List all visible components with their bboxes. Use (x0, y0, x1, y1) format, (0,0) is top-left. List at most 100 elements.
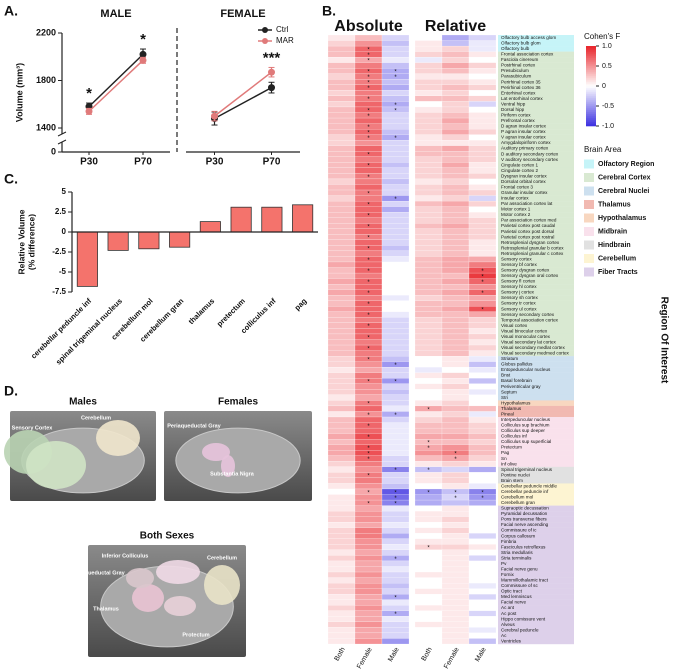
row-label: Cerebellar peduncle middle (501, 483, 557, 488)
heatmap-cell (468, 361, 497, 368)
row-label: V auditory secondary cortex (501, 157, 559, 162)
row-label: Ac ant (501, 605, 515, 610)
heatmap-cell (327, 461, 356, 467)
heatmap-cell (468, 450, 497, 456)
heatmap-cell (327, 544, 356, 550)
heatmap-cell (468, 112, 497, 119)
heatmap-cell (381, 40, 410, 47)
heatmap-cell (441, 68, 470, 74)
area-band (498, 533, 574, 540)
heatmap-cell (414, 356, 443, 362)
heatmap-cell (381, 538, 410, 545)
heatmap-cell (327, 200, 356, 207)
heatmap-cell (441, 411, 470, 418)
heatmap-cell (354, 594, 383, 600)
heatmap-cell (441, 378, 470, 384)
heatmap-cell (441, 328, 470, 335)
heatmap-cell (327, 289, 356, 296)
heatmap-cell (414, 400, 443, 407)
heatmap-cell (381, 427, 410, 434)
colorbar-tick-label: 0 (602, 83, 606, 90)
significance-label: * (86, 85, 92, 102)
heatmap-cell (468, 173, 497, 180)
row-label: Presubiculum (501, 68, 529, 73)
x-tick-label: pretectum (215, 296, 247, 328)
area-band (498, 378, 574, 384)
heatmap-cell (441, 79, 470, 85)
area-band (498, 350, 574, 357)
panel-label: A. (4, 3, 18, 19)
row-label: Colliculus inf (501, 434, 528, 439)
heatmap-cell (381, 295, 410, 301)
heatmap-cell (414, 45, 443, 52)
significance-mark: * (367, 313, 370, 319)
colorbar-step (586, 66, 596, 69)
area-band (498, 46, 574, 52)
y-tick-label: 2.5 (55, 207, 67, 216)
y-axis-label: Volume (mm³) (14, 63, 24, 122)
heatmap-cell (414, 200, 443, 207)
heatmap-cell (354, 367, 383, 373)
x-tick-label: P30 (206, 157, 224, 168)
heatmap-cell (327, 455, 356, 462)
heatmap-cell (468, 455, 497, 462)
heatmap-cell (327, 488, 356, 495)
heatmap-cell (327, 350, 356, 357)
heatmap-cell (468, 372, 497, 379)
heatmap-cell (327, 367, 356, 373)
y-tick-label: 1400 (36, 122, 56, 132)
row-label: Cerebellum mol (501, 495, 533, 500)
heatmap-cell (468, 483, 497, 490)
heatmap-cell (468, 356, 497, 362)
heatmap-cell (441, 533, 470, 539)
heatmap-cell (327, 610, 356, 617)
area-band (498, 267, 574, 274)
heatmap-cell (327, 145, 356, 152)
heatmap-cell (468, 317, 497, 323)
heatmap-cell (414, 189, 443, 196)
bar (107, 231, 129, 251)
row-label: Perirhinal cortex 36 (501, 85, 541, 90)
row-label: Corpus callosum (501, 533, 535, 538)
colorbar-step (586, 106, 596, 109)
heatmap-cell (327, 106, 356, 113)
heatmap-cell (354, 483, 383, 490)
heatmap-cell (414, 582, 443, 589)
column-label: Male (474, 646, 488, 663)
area-band (498, 145, 574, 152)
legend-swatch (584, 200, 594, 209)
region-label: Cerebellum (81, 415, 111, 421)
heatmap-cell (414, 328, 443, 335)
area-band (498, 621, 574, 628)
row-label: Hypothalamus (501, 400, 531, 405)
heatmap-cell (327, 234, 356, 240)
area-band (498, 605, 574, 611)
heatmap-cell (441, 610, 470, 617)
heatmap-cell (327, 300, 356, 307)
row-label: Motor cortex 2 (501, 212, 531, 217)
area-band (498, 522, 574, 528)
significance-mark: * (367, 335, 370, 341)
row-label: Visual secondary medmed cortex (501, 351, 570, 356)
heatmap-cell (381, 95, 410, 102)
heatmap-cell (468, 477, 497, 484)
row-label: Sensory bf cortex (501, 262, 537, 267)
legend-label: MAR (276, 36, 294, 45)
heatmap-cell (414, 416, 443, 423)
brain-region (132, 584, 164, 612)
heatmap-cell (414, 95, 443, 102)
heatmap-cell (381, 549, 410, 556)
heatmap-cell (468, 234, 497, 240)
heatmap-cell (468, 134, 497, 141)
row-label: Pretectum (501, 445, 522, 450)
row-label: Fasciola cinereum (501, 57, 538, 62)
heatmap-cell (327, 256, 356, 263)
heatmap-cell (468, 189, 497, 196)
heatmap-cell (468, 378, 497, 384)
heatmap-cell (441, 638, 470, 645)
significance-mark: * (367, 324, 370, 330)
heatmap-cell (354, 522, 383, 528)
heatmap-cell (381, 571, 410, 578)
row-label: Cingulate cortex 1 (501, 162, 538, 167)
area-band (498, 461, 574, 468)
